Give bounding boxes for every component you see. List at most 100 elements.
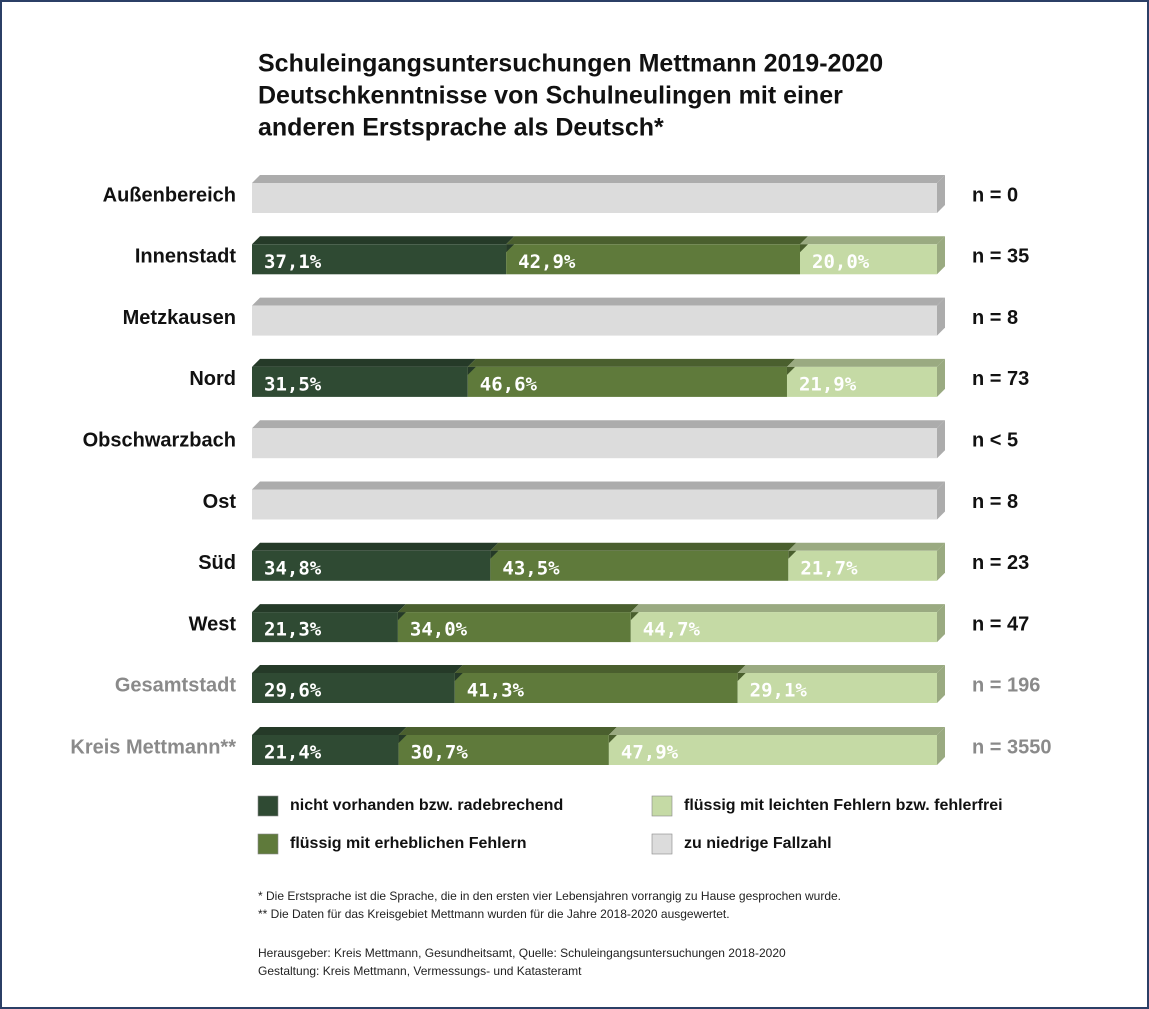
bar-segment-top (252, 604, 406, 613)
value-label: 34,8% (264, 557, 322, 579)
value-label: 46,6% (480, 373, 538, 395)
value-label: 41,3% (467, 680, 525, 702)
bar-segment-side (937, 665, 945, 703)
n-label: n = 8 (972, 491, 1018, 513)
bar-segment (252, 550, 491, 581)
bar-segment-top (800, 236, 945, 245)
bar-segment-side (937, 358, 945, 397)
category-label: Süd (198, 552, 236, 574)
bar-segment-top (252, 358, 476, 367)
value-label: 29,6% (264, 680, 322, 702)
no-data-bar-side (937, 481, 945, 520)
bar-segment-top (252, 665, 463, 673)
category-label: Nord (189, 368, 236, 390)
value-label: 44,7% (643, 619, 701, 641)
no-data-bar-side (937, 420, 945, 459)
value-label: 21,3% (264, 619, 322, 641)
bar-segment (252, 366, 468, 397)
no-data-bar-top (252, 420, 945, 429)
segment-notch (397, 612, 406, 621)
bar-segment-top (252, 727, 407, 735)
category-label: Obschwarzbach (83, 429, 236, 451)
bar-segment (252, 735, 399, 765)
bar-segment (252, 612, 398, 643)
legend-swatch (257, 795, 279, 817)
bar-segment-side (937, 236, 945, 275)
category-label: Kreis Mettmann** (70, 736, 236, 758)
segment-notch (630, 612, 639, 621)
value-label: 21,4% (264, 742, 322, 764)
chart-title: Deutschkenntnisse von Schulneulingen mit… (258, 82, 843, 110)
credit: Gestaltung: Kreis Mettmann, Vermessungs-… (258, 964, 582, 978)
bar-segment-top (630, 604, 945, 613)
legend-swatch (651, 833, 673, 855)
value-label: 29,1% (750, 680, 808, 702)
bar-segment (737, 673, 937, 703)
category-label: West (189, 613, 237, 635)
n-label: n < 5 (972, 429, 1018, 451)
no-data-bar-top (252, 175, 945, 183)
bar-segment (506, 244, 800, 275)
bar-segment (630, 612, 937, 643)
segment-notch (608, 735, 617, 743)
category-label: Gesamtstadt (115, 674, 236, 696)
legend-label: flüssig mit erheblichen Fehlern (290, 835, 527, 852)
bar-segment-side (937, 604, 945, 643)
legend-label: zu niedrige Fallzahl (684, 835, 832, 852)
bar-segment-top (788, 542, 945, 551)
no-data-bar (252, 428, 937, 459)
bar-segment (252, 244, 507, 275)
no-data-bar-top (252, 297, 945, 306)
bar-segment-side (937, 727, 945, 765)
value-label: 42,9% (518, 251, 576, 273)
footnote: ** Die Daten für das Kreisgebiet Mettman… (258, 907, 730, 921)
value-label: 21,9% (799, 373, 857, 395)
n-label: n = 3550 (972, 736, 1052, 758)
segment-notch (398, 735, 407, 743)
footnote: * Die Erstsprache ist die Sprache, die i… (258, 889, 841, 903)
bar-segment-top (252, 542, 499, 551)
segment-notch (786, 366, 795, 375)
no-data-bar-top (252, 481, 945, 490)
bar-segment (788, 550, 937, 581)
segment-notch (737, 673, 746, 681)
bar-segment-top (454, 665, 746, 673)
bar-segment (608, 735, 937, 765)
segment-notch (800, 244, 808, 253)
n-label: n = 47 (972, 613, 1029, 635)
n-label: n = 0 (972, 184, 1018, 206)
value-label: 31,5% (264, 373, 322, 395)
segment-notch (490, 550, 499, 559)
category-label: Metzkausen (123, 307, 236, 329)
bar-segment-side (937, 542, 945, 581)
bar-segment-top (608, 727, 945, 735)
no-data-bar (252, 305, 937, 336)
bar-segment-top (398, 727, 617, 735)
bar-segment-top (786, 358, 945, 367)
legend-swatch (257, 833, 279, 855)
n-label: n = 73 (972, 368, 1029, 390)
segment-notch (788, 550, 797, 559)
bar-segment-top (737, 665, 945, 673)
category-label: Innenstadt (135, 246, 236, 268)
bar-segment-top (506, 236, 808, 245)
bar-segment-top (467, 358, 795, 367)
n-label: n = 23 (972, 552, 1029, 574)
legend-swatch (651, 795, 673, 817)
bar-segment (397, 612, 631, 643)
bar-segment (467, 366, 787, 397)
n-label: n = 196 (972, 674, 1040, 696)
bar-segment-top (252, 236, 515, 245)
no-data-bar-side (937, 175, 945, 213)
no-data-bar (252, 489, 937, 520)
bar-segment (252, 673, 455, 703)
n-label: n = 35 (972, 246, 1029, 268)
legend-label: nicht vorhanden bzw. radebrechend (290, 797, 563, 814)
bar-segment (786, 366, 937, 397)
legend-label: flüssig mit leichten Fehlern bzw. fehler… (684, 797, 1003, 814)
value-label: 34,0% (410, 619, 468, 641)
bar-segment (490, 550, 789, 581)
bar-segment (800, 244, 937, 275)
bar-segment (398, 735, 609, 765)
